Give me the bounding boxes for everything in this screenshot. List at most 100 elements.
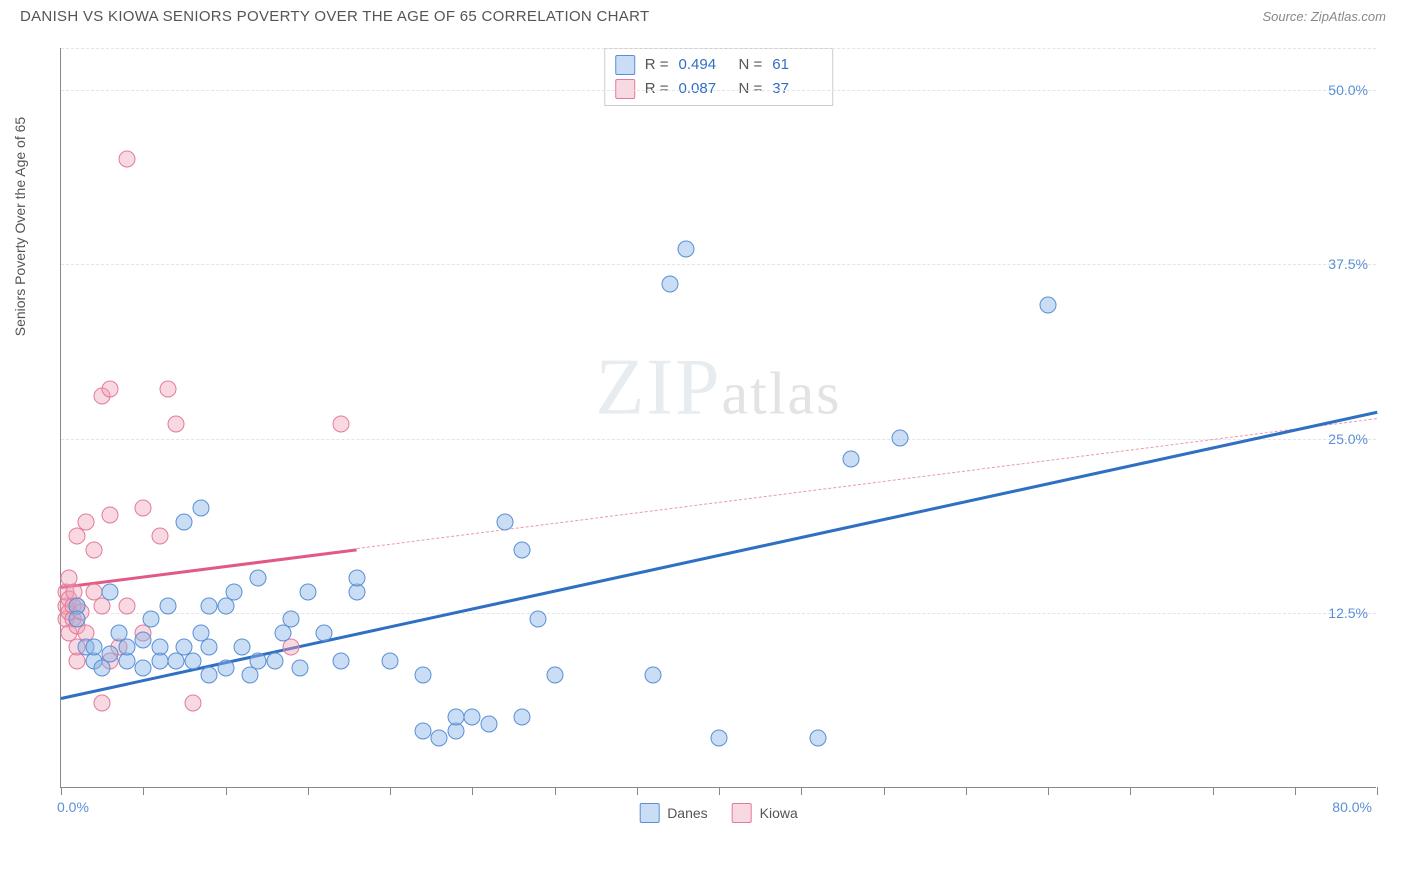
x-tick [555,787,556,795]
data-point-danes [135,660,152,677]
data-point-danes [151,639,168,656]
x-tick [1377,787,1378,795]
chart-container: Seniors Poverty Over the Age of 65 ZIPat… [50,48,1386,828]
data-point-danes [291,660,308,677]
x-tick [1213,787,1214,795]
x-min-label: 0.0% [57,799,89,815]
source-prefix: Source: [1262,9,1310,24]
data-point-kiowa [184,695,201,712]
data-point-danes [809,730,826,747]
gridline [61,48,1376,49]
x-tick [390,787,391,795]
data-point-danes [414,723,431,740]
data-point-danes [431,730,448,747]
data-point-kiowa [151,527,168,544]
legend-item-danes: Danes [639,803,707,823]
data-point-danes [176,513,193,530]
data-point-danes [192,499,209,516]
data-point-danes [118,639,135,656]
data-point-danes [316,625,333,642]
data-point-danes [842,450,859,467]
legend-item-kiowa: Kiowa [732,803,798,823]
data-point-kiowa [102,506,119,523]
data-point-danes [513,709,530,726]
x-tick [226,787,227,795]
data-point-danes [102,646,119,663]
r-label: R = [645,53,669,77]
watermark: ZIPatlas [596,342,842,433]
y-tick-label: 37.5% [1328,256,1368,272]
data-point-danes [891,429,908,446]
n-value-blue: 61 [772,53,822,77]
data-point-kiowa [85,541,102,558]
trendline-kiowa-extrapolated [357,418,1377,549]
source-attribution: Source: ZipAtlas.com [1262,9,1386,24]
data-point-kiowa [168,415,185,432]
x-tick [1130,787,1131,795]
data-point-danes [382,653,399,670]
data-point-danes [233,639,250,656]
watermark-left: ZIP [596,343,722,431]
data-point-danes [85,639,102,656]
data-point-danes [266,653,283,670]
data-point-danes [69,611,86,628]
data-point-kiowa [159,381,176,398]
trendline-kiowa [61,548,357,589]
x-tick [308,787,309,795]
gridline [61,613,1376,614]
y-axis-label: Seniors Poverty Over the Age of 65 [12,117,28,336]
legend-label-danes: Danes [667,805,707,821]
data-point-danes [1040,297,1057,314]
data-point-danes [678,241,695,258]
gridline [61,264,1376,265]
r-value-blue: 0.494 [679,53,729,77]
data-point-danes [349,569,366,586]
n-label: N = [739,53,763,77]
data-point-danes [102,583,119,600]
data-point-danes [250,653,267,670]
data-point-kiowa [332,415,349,432]
data-point-danes [201,667,218,684]
x-tick [801,787,802,795]
data-point-danes [414,667,431,684]
data-point-danes [645,667,662,684]
chart-title: DANISH VS KIOWA SENIORS POVERTY OVER THE… [20,8,649,25]
data-point-kiowa [77,513,94,530]
data-point-kiowa [118,150,135,167]
data-point-danes [250,569,267,586]
data-point-danes [225,583,242,600]
x-tick [1295,787,1296,795]
correlation-stats-box: R = 0.494 N = 61 R = 0.087 N = 37 [604,48,834,106]
x-tick [884,787,885,795]
swatch-blue-icon [615,55,635,75]
data-point-danes [530,611,547,628]
source-name: ZipAtlas.com [1311,9,1386,24]
data-point-danes [513,541,530,558]
data-point-danes [201,597,218,614]
legend-label-kiowa: Kiowa [760,805,798,821]
gridline [61,90,1376,91]
data-point-danes [464,709,481,726]
data-point-danes [135,632,152,649]
data-point-danes [711,730,728,747]
watermark-right: atlas [722,360,842,426]
data-point-danes [546,667,563,684]
data-point-danes [447,709,464,726]
x-max-label: 80.0% [1332,799,1372,815]
plot-area: ZIPatlas R = 0.494 N = 61 R = 0.087 N = … [60,48,1376,788]
y-tick-label: 25.0% [1328,431,1368,447]
swatch-pink-icon [732,803,752,823]
data-point-danes [217,660,234,677]
x-tick [637,787,638,795]
x-tick [966,787,967,795]
x-tick [1048,787,1049,795]
stats-row-blue: R = 0.494 N = 61 [615,53,823,77]
swatch-blue-icon [639,803,659,823]
data-point-danes [283,611,300,628]
data-point-danes [299,583,316,600]
data-point-kiowa [135,499,152,516]
data-point-danes [201,639,218,656]
data-point-danes [184,653,201,670]
data-point-danes [159,597,176,614]
y-tick-label: 12.5% [1328,605,1368,621]
